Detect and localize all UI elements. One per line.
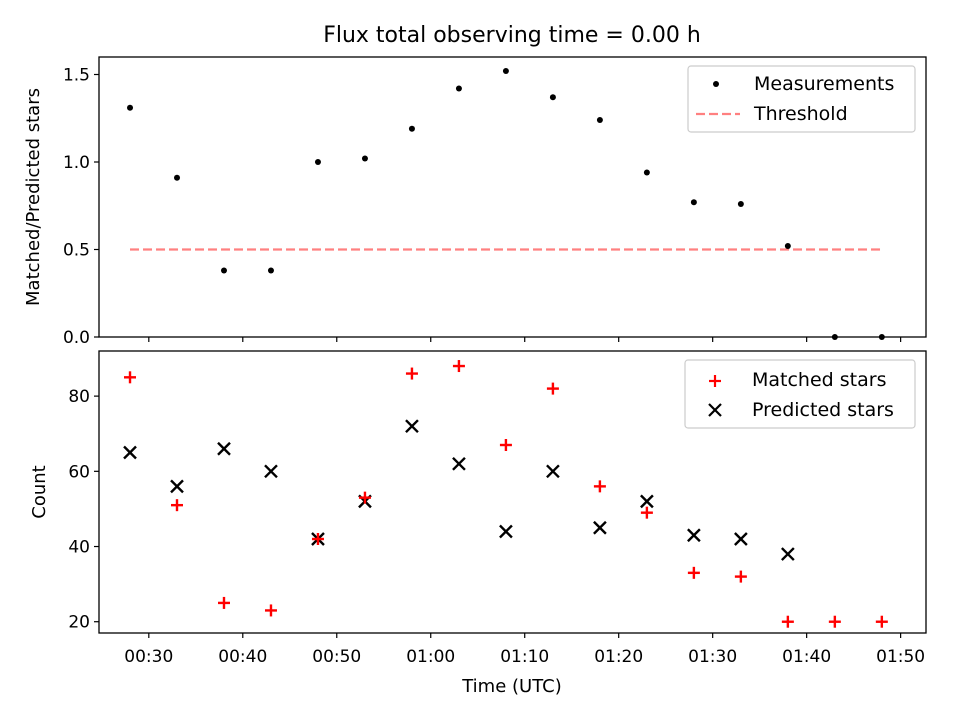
matched-point — [264, 604, 277, 617]
top-legend-box — [687, 65, 916, 133]
bottom-x-ticks: 00:30 00:40 00:50 01:00 01:10 01:20 01:30 01:40… — [124, 633, 925, 667]
bottom-y-tick-label: 40 — [68, 538, 90, 558]
measurement-point — [549, 94, 556, 101]
legend-label-matched: Matched stars — [752, 369, 886, 391]
bottom-legend-box — [684, 359, 916, 429]
measurement-point — [737, 201, 744, 207]
bottom-y-tick-label: 20 — [68, 613, 90, 633]
x-tick-label: 01:10 — [500, 647, 549, 667]
matched-point — [734, 570, 747, 583]
x-tick-label: 00:40 — [218, 647, 267, 667]
chart-title: Flux total observing time = 0.00 h — [323, 23, 701, 48]
matched-point — [640, 506, 653, 519]
top-plot-frame — [98, 56, 927, 338]
predicted-point — [640, 494, 654, 509]
x-tick-label: 00:50 — [312, 647, 361, 667]
legend-label-threshold: Threshold — [753, 103, 848, 125]
measurement-point — [455, 85, 462, 92]
measurement-point — [314, 159, 321, 165]
matched-point — [875, 615, 888, 628]
matched-point — [828, 615, 841, 628]
measurement-point — [408, 125, 415, 132]
x-tick-label: 01:40 — [782, 647, 831, 667]
bottom-plot-frame — [98, 350, 927, 634]
predicted-point — [546, 464, 560, 479]
matched-point — [593, 480, 606, 493]
top-y-ticks: 0.0 0.5 1.0 1.5 — [63, 66, 99, 348]
predicted-point — [264, 464, 278, 479]
matched-point — [311, 533, 324, 545]
measurement-point — [690, 199, 697, 206]
legend-marker-measurements — [713, 81, 719, 87]
predicted-point — [499, 524, 513, 539]
legend-marker-predicted — [708, 403, 722, 417]
top-series — [127, 68, 885, 340]
matched-point — [687, 566, 700, 579]
measurement-point — [596, 117, 603, 123]
top-legend: Measurements Threshold — [687, 65, 916, 133]
legend-marker-matched — [709, 375, 721, 387]
matched-point — [358, 491, 371, 504]
predicted-point — [593, 520, 607, 535]
matched-point — [217, 596, 230, 609]
predicted-point — [734, 532, 748, 546]
measurement-point — [174, 174, 181, 181]
predicted-point — [123, 445, 137, 460]
legend-label-predicted: Predicted stars — [752, 399, 894, 421]
x-axis-label: Time (UTC) — [461, 676, 562, 697]
top-y-axis-label: Matched/Predicted stars — [23, 88, 44, 306]
measurement-point — [220, 267, 227, 274]
matched-point — [781, 615, 794, 628]
legend-label-measurements: Measurements — [754, 73, 894, 95]
bottom-y-ticks: 20 40 60 80 — [68, 387, 99, 633]
measurement-point — [127, 104, 134, 111]
measurement-point — [502, 68, 509, 74]
x-tick-label: 01:00 — [406, 647, 455, 667]
predicted-point — [687, 528, 701, 543]
matched-point — [124, 371, 137, 384]
bottom-legend: Matched stars Predicted stars — [684, 359, 916, 429]
bottom-y-tick-label: 80 — [68, 387, 90, 407]
predicted-point — [170, 479, 184, 494]
x-tick-label: 01:30 — [688, 647, 737, 667]
measurement-point — [267, 267, 274, 274]
predicted-point — [217, 441, 231, 456]
x-tick-label: 01:20 — [594, 647, 643, 667]
matched-point — [405, 367, 418, 380]
matched-point — [546, 382, 559, 395]
top-y-tick-label: 1.0 — [63, 153, 90, 173]
matched-point — [452, 360, 465, 373]
top-y-tick-label: 0.0 — [63, 328, 90, 348]
matched-point — [171, 499, 184, 512]
bottom-y-tick-label: 60 — [68, 462, 90, 482]
measurement-point — [361, 155, 368, 162]
x-tick-label: 01:50 — [876, 647, 925, 667]
x-tick-label: 00:30 — [124, 647, 173, 667]
top-x-ticks — [148, 337, 902, 342]
predicted-point — [405, 419, 419, 434]
top-y-tick-label: 0.5 — [63, 241, 90, 261]
predicted-point — [452, 456, 466, 471]
bottom-y-axis-label: Count — [29, 465, 50, 518]
bottom-series — [123, 360, 888, 628]
top-y-tick-label: 1.5 — [63, 66, 90, 86]
measurement-point — [643, 169, 650, 176]
measurement-point — [784, 243, 791, 249]
top-panel: 0.0 0.5 1.0 1.5 Matched/Predicted stars Mea… — [23, 56, 927, 348]
matched-point — [499, 439, 512, 451]
predicted-point — [781, 547, 795, 561]
